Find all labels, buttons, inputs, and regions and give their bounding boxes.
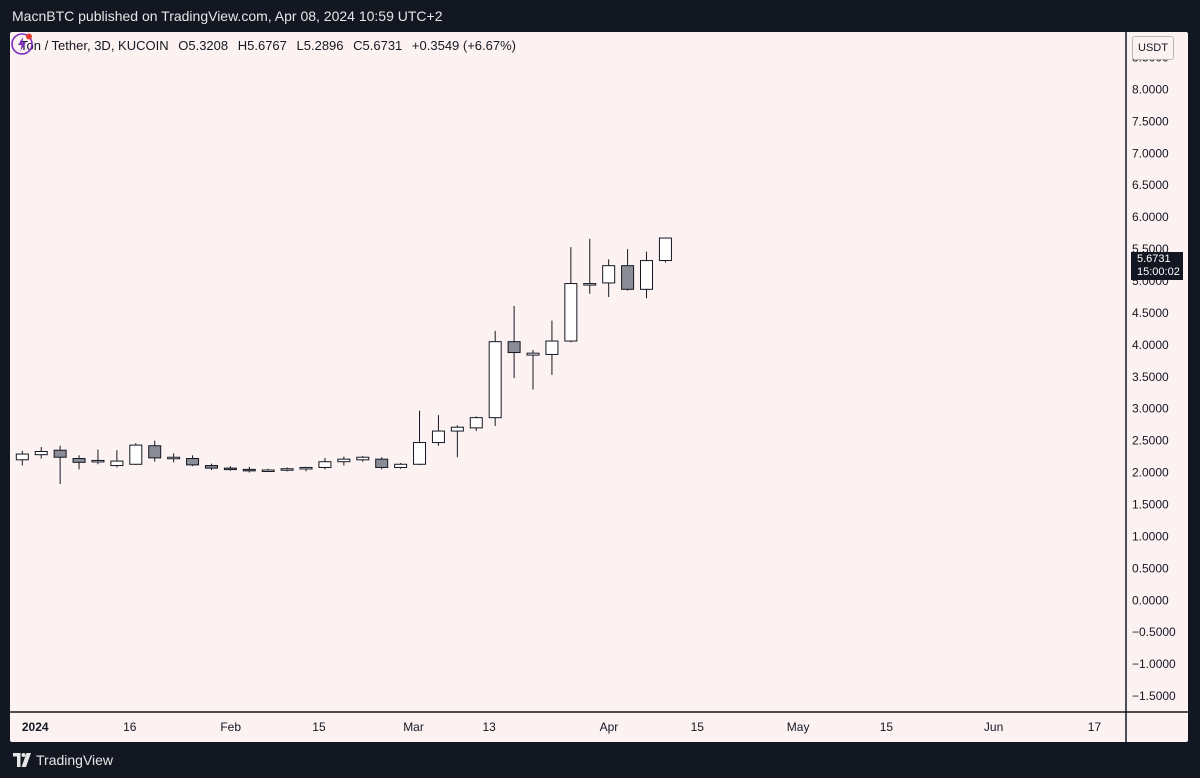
candle-body[interactable] [72, 458, 86, 463]
candle-body[interactable] [129, 444, 143, 465]
candle-body[interactable] [583, 283, 597, 286]
candle-body[interactable] [356, 456, 370, 461]
candle-body[interactable] [469, 417, 483, 429]
published-header: MacnBTC published on TradingView.com, Ap… [0, 0, 1200, 32]
candle-body[interactable] [658, 237, 672, 262]
candle-body[interactable] [413, 442, 427, 465]
candle-body[interactable] [337, 458, 351, 463]
candle-body[interactable] [299, 466, 313, 470]
candle-body[interactable] [375, 458, 389, 468]
price-tick-label: 1.0000 [1132, 529, 1169, 543]
footer-brand: TradingView [36, 752, 114, 768]
symbol-legend: Ton / Tether, 3D, KUCOIN O5.3208 H5.6767… [20, 38, 522, 53]
candle-body[interactable] [394, 463, 408, 468]
candle-body[interactable] [545, 340, 559, 355]
candle-body[interactable] [602, 265, 616, 284]
time-tick-label: Apr [600, 720, 619, 734]
candle-body[interactable] [167, 456, 181, 460]
legend-high: H5.6767 [237, 38, 287, 53]
price-tick-label: 8.0000 [1132, 82, 1169, 96]
candle-body[interactable] [431, 430, 445, 444]
bar-countdown: 15:00:02 [1137, 266, 1180, 278]
price-tick-label: 3.0000 [1132, 402, 1169, 416]
candle-body[interactable] [204, 465, 218, 469]
legend-open: O5.3208 [178, 38, 229, 53]
candle-body[interactable] [34, 450, 48, 456]
last-price-value: 5.6731 [1137, 253, 1171, 265]
time-tick-label: Feb [220, 720, 241, 734]
time-tick-label: 15 [312, 720, 326, 734]
candle-body[interactable] [223, 467, 237, 471]
legend-low: L5.2896 [296, 38, 344, 53]
time-tick-label: 2024 [22, 720, 49, 734]
price-tick-label: 6.0000 [1132, 210, 1169, 224]
time-tick-label: 16 [123, 720, 137, 734]
footer-bar: TradingView [0, 746, 1200, 778]
time-tick-label: Mar [403, 720, 424, 734]
candlestick-chart[interactable]: 8.50008.00007.50007.00006.50006.00005.50… [10, 32, 1188, 742]
price-tick-label: 3.5000 [1132, 370, 1169, 384]
price-tick-label: 7.0000 [1132, 146, 1169, 160]
lightning-bolt-icon[interactable] [10, 32, 34, 56]
candle-body[interactable] [110, 460, 124, 467]
legend-change: +0.3549 (+6.67%) [411, 38, 516, 53]
price-tick-label: 6.5000 [1132, 178, 1169, 192]
candle-body[interactable] [15, 453, 29, 461]
candle-body[interactable] [261, 469, 275, 473]
price-tick-label: −0.5000 [1132, 625, 1176, 639]
candle-body[interactable] [242, 468, 256, 472]
time-tick-label: May [787, 720, 810, 734]
price-tick-label: 0.0000 [1132, 593, 1169, 607]
published-line: MacnBTC published on TradingView.com, Ap… [12, 8, 443, 24]
candle-body[interactable] [564, 283, 578, 342]
candle-body[interactable] [507, 341, 521, 354]
last-price-tag: 5.6731 15:00:02 [1131, 252, 1183, 280]
price-tick-label: 2.5000 [1132, 434, 1169, 448]
time-tick-label: 15 [691, 720, 705, 734]
price-tick-label: 4.0000 [1132, 338, 1169, 352]
candle-body[interactable] [53, 449, 67, 458]
price-tick-label: −1.0000 [1132, 657, 1176, 671]
candle-body[interactable] [91, 459, 105, 463]
legend-close: C5.6731 [353, 38, 403, 53]
candle-body[interactable] [621, 265, 635, 290]
price-tick-label: 0.5000 [1132, 561, 1169, 575]
tradingview-logo-icon[interactable] [12, 753, 32, 767]
chart-pane[interactable]: 8.50008.00007.50007.00006.50006.00005.50… [10, 32, 1188, 742]
candle-body[interactable] [318, 461, 332, 468]
currency-unit-button[interactable]: USDT [1132, 36, 1174, 60]
time-tick-label: 13 [483, 720, 497, 734]
time-tick-label: Jun [984, 720, 1003, 734]
candle-body[interactable] [640, 260, 654, 290]
price-tick-label: 1.5000 [1132, 497, 1169, 511]
price-tick-label: 4.5000 [1132, 306, 1169, 320]
time-tick-label: 17 [1088, 720, 1102, 734]
candle-body[interactable] [186, 458, 200, 466]
candle-body[interactable] [488, 341, 502, 419]
candle-body[interactable] [450, 426, 464, 432]
price-tick-label: −1.5000 [1132, 689, 1176, 703]
candle-body[interactable] [148, 445, 162, 459]
time-tick-label: 15 [880, 720, 894, 734]
price-tick-label: 7.5000 [1132, 114, 1169, 128]
price-tick-label: 2.0000 [1132, 466, 1169, 480]
candle-body[interactable] [280, 468, 294, 471]
candle-body[interactable] [526, 352, 540, 356]
legend-symbol[interactable]: Ton / Tether, 3D, KUCOIN [20, 38, 169, 53]
